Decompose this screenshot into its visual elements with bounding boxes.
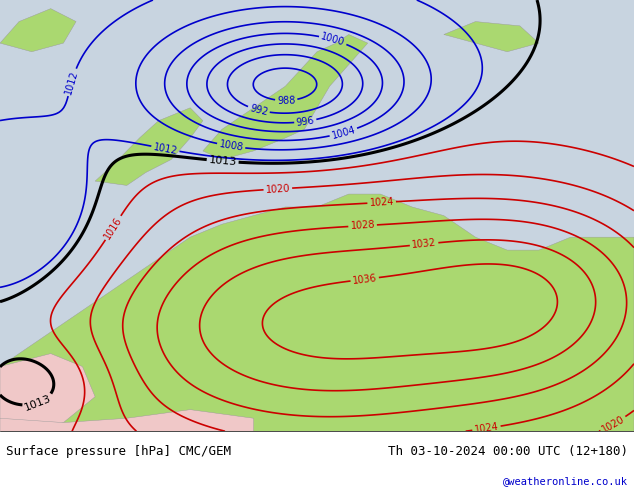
Text: 1036: 1036 [352, 273, 377, 286]
Text: 1013: 1013 [23, 393, 53, 413]
Text: 1004: 1004 [330, 124, 357, 141]
Text: 996: 996 [295, 115, 315, 127]
Polygon shape [0, 9, 76, 52]
Text: 1020: 1020 [265, 183, 290, 195]
Polygon shape [0, 410, 254, 431]
Text: 988: 988 [277, 96, 295, 106]
Text: 1013: 1013 [209, 155, 237, 167]
Text: 1032: 1032 [411, 238, 437, 250]
Text: Surface pressure [hPa] CMC/GEM: Surface pressure [hPa] CMC/GEM [6, 445, 231, 458]
Polygon shape [444, 22, 539, 52]
Text: 1028: 1028 [350, 220, 375, 231]
Text: 992: 992 [249, 103, 269, 117]
Text: Th 03-10-2024 00:00 UTC (12+180): Th 03-10-2024 00:00 UTC (12+180) [387, 445, 628, 458]
Polygon shape [0, 0, 634, 431]
Polygon shape [0, 194, 634, 431]
Text: 1020: 1020 [600, 414, 626, 434]
Text: 1024: 1024 [474, 421, 500, 435]
Text: 1012: 1012 [152, 142, 178, 156]
Polygon shape [95, 108, 203, 185]
Polygon shape [203, 34, 368, 160]
Text: 1008: 1008 [218, 139, 244, 153]
Text: @weatheronline.co.uk: @weatheronline.co.uk [503, 476, 628, 486]
Polygon shape [0, 354, 95, 431]
Text: 1024: 1024 [369, 197, 394, 208]
Text: 1000: 1000 [320, 31, 346, 48]
Text: 1012: 1012 [63, 69, 80, 96]
Text: 1016: 1016 [102, 215, 124, 241]
